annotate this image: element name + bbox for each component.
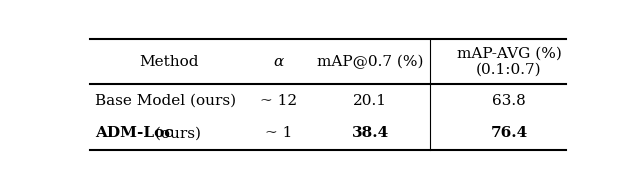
Text: 20.1: 20.1 (353, 94, 387, 108)
Text: mAP@0.7 (%): mAP@0.7 (%) (317, 55, 424, 69)
Text: (ours): (ours) (150, 126, 202, 140)
Text: Method: Method (140, 55, 199, 69)
Text: ~ 1: ~ 1 (265, 126, 292, 140)
Text: Base Model (ours): Base Model (ours) (95, 94, 236, 108)
Text: ~ 12: ~ 12 (260, 94, 297, 108)
Text: 63.8: 63.8 (492, 94, 526, 108)
Text: 76.4: 76.4 (490, 126, 527, 140)
Text: 38.4: 38.4 (351, 126, 388, 140)
Text: mAP-AVG (%)
(0.1:0.7): mAP-AVG (%) (0.1:0.7) (456, 47, 561, 77)
Text: α: α (273, 55, 284, 69)
Text: ADM-Loc: ADM-Loc (95, 126, 173, 140)
